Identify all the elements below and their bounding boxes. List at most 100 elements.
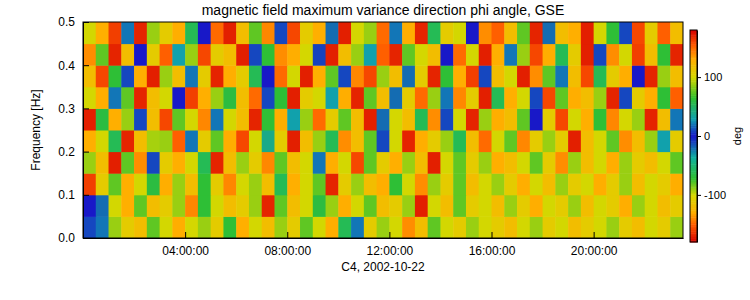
y-tick-mark	[83, 65, 89, 66]
heatmap-cell	[249, 152, 262, 174]
heatmap-cell	[185, 65, 198, 87]
heatmap-cell	[543, 152, 556, 174]
heatmap-cell	[594, 44, 607, 66]
heatmap-cell	[147, 195, 160, 217]
heatmap-cell	[211, 152, 224, 174]
heatmap-cell	[109, 87, 122, 109]
heatmap-cell	[402, 22, 415, 44]
heatmap-cell	[517, 108, 530, 130]
heatmap-cell	[568, 152, 581, 174]
heatmap-cell	[313, 44, 326, 66]
heatmap-cell	[338, 108, 351, 130]
heatmap-cell	[453, 195, 466, 217]
plot-frame	[83, 22, 683, 238]
heatmap-cell	[326, 152, 339, 174]
heatmap-cell	[517, 22, 530, 44]
heatmap-cell	[109, 65, 122, 87]
heatmap-cell	[198, 216, 211, 238]
heatmap-cell	[466, 152, 479, 174]
heatmap-cell	[389, 108, 402, 130]
heatmap-cell	[172, 130, 185, 152]
heatmap-cell	[338, 152, 351, 174]
y-tick-label: 0.1	[58, 188, 75, 202]
heatmap-cell	[594, 22, 607, 44]
heatmap-cell	[147, 108, 160, 130]
heatmap-cell	[83, 130, 96, 152]
heatmap-cell	[555, 152, 568, 174]
heatmap-cell	[632, 152, 645, 174]
heatmap-cell	[568, 216, 581, 238]
heatmap-cell	[274, 108, 287, 130]
heatmap-cell	[249, 130, 262, 152]
heatmap-cell	[313, 216, 326, 238]
heatmap-cell	[287, 22, 300, 44]
heatmap-cell	[492, 152, 505, 174]
heatmap-cell	[96, 22, 109, 44]
y-tick: 0.0	[58, 231, 89, 245]
heatmap-cell	[492, 44, 505, 66]
heatmap-cell	[121, 195, 134, 217]
heatmap-cell	[530, 87, 543, 109]
heatmap-cell	[134, 130, 147, 152]
heatmap-cell	[530, 173, 543, 195]
heatmap-cell	[198, 87, 211, 109]
x-tick-label: 20:00:00	[571, 244, 618, 258]
y-tick-label: 0.2	[58, 145, 75, 159]
heatmap-cell	[453, 173, 466, 195]
heatmap-cell	[606, 22, 619, 44]
heatmap-cell	[517, 173, 530, 195]
heatmap-cell	[479, 130, 492, 152]
heatmap-cell	[543, 108, 556, 130]
x-tick-mark	[594, 232, 595, 238]
heatmap-cell	[249, 65, 262, 87]
heatmap-cell	[428, 152, 441, 174]
heatmap-cell	[249, 22, 262, 44]
heatmap-cell	[440, 216, 453, 238]
heatmap-cell	[287, 108, 300, 130]
heatmap-cell	[160, 87, 173, 109]
heatmap-cell	[121, 87, 134, 109]
heatmap-cell	[262, 130, 275, 152]
heatmap-cell	[300, 44, 313, 66]
x-tick: 16:00:00	[469, 232, 516, 258]
heatmap-cell	[606, 173, 619, 195]
heatmap-cell	[364, 22, 377, 44]
x-tick: 08:00:00	[264, 232, 311, 258]
heatmap-cell	[555, 22, 568, 44]
heatmap-cell	[160, 195, 173, 217]
heatmap-cell	[440, 87, 453, 109]
x-tick: 12:00:00	[367, 232, 414, 258]
heatmap-cell	[606, 195, 619, 217]
heatmap-cell	[377, 216, 390, 238]
heatmap-cell	[530, 152, 543, 174]
heatmap-cell	[389, 130, 402, 152]
heatmap-cell	[670, 22, 683, 44]
heatmap-cell	[287, 44, 300, 66]
heatmap-cell	[364, 65, 377, 87]
heatmap-cell	[300, 108, 313, 130]
heatmap-cell	[670, 108, 683, 130]
heatmap-cell	[568, 108, 581, 130]
heatmap-cell	[657, 44, 670, 66]
heatmap-cell	[249, 173, 262, 195]
heatmap-cell	[466, 195, 479, 217]
heatmap-cell	[466, 65, 479, 87]
heatmap-cell	[338, 22, 351, 44]
heatmap-cell	[211, 195, 224, 217]
heatmap-cell	[466, 130, 479, 152]
heatmap-cell	[670, 130, 683, 152]
heatmap-cell	[415, 130, 428, 152]
heatmap-cell	[121, 130, 134, 152]
colorbar-tick-label: 100	[704, 71, 722, 83]
heatmap-cell	[300, 87, 313, 109]
heatmap-cell	[402, 44, 415, 66]
colorbar-tick: 0	[697, 130, 710, 142]
heatmap-cell	[530, 44, 543, 66]
heatmap-cell	[594, 216, 607, 238]
heatmap-cell	[351, 87, 364, 109]
colorbar-axis: -1000100	[697, 31, 726, 243]
heatmap-cell	[581, 130, 594, 152]
heatmap-cell	[147, 65, 160, 87]
heatmap-cell	[83, 195, 96, 217]
heatmap-cell	[274, 65, 287, 87]
